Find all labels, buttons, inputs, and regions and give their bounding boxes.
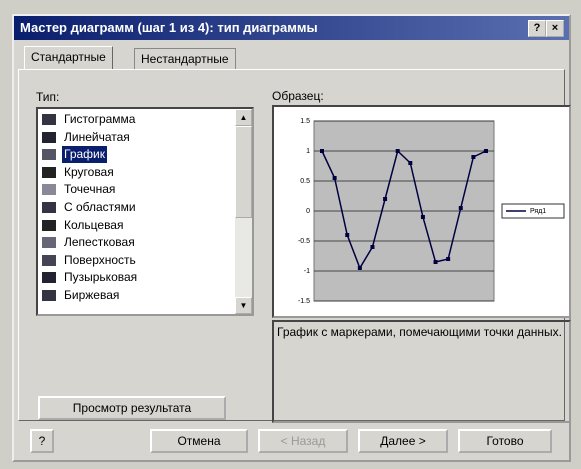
marker bbox=[484, 149, 488, 153]
type-icon bbox=[42, 184, 56, 196]
back-button[interactable]: < Назад bbox=[258, 429, 348, 453]
type-icon bbox=[42, 202, 56, 213]
description: График с маркерами, помечающими точки да… bbox=[272, 320, 571, 423]
type-icon bbox=[42, 219, 56, 231]
marker bbox=[458, 206, 463, 210]
type-item[interactable]: С областями bbox=[38, 199, 234, 216]
preview: -1.5 -1 -0.5 0 0.5 1 1.5 Ряд1 bbox=[272, 105, 571, 318]
close-button[interactable]: × bbox=[546, 20, 564, 37]
type-icon bbox=[42, 149, 56, 161]
y-tick-label: 1.5 bbox=[300, 118, 310, 125]
type-icon bbox=[42, 131, 56, 143]
scrollbar[interactable]: ▲ ▼ bbox=[235, 109, 252, 314]
preview-button[interactable]: Просмотр результата bbox=[38, 396, 226, 420]
window-title: Мастер диаграмм (шаг 1 из 4): тип диагра… bbox=[20, 20, 318, 35]
type-name: Пузырьковая bbox=[64, 270, 138, 285]
type-name: Круговая bbox=[64, 164, 114, 179]
tab[interactable]: Нестандартные bbox=[134, 48, 236, 69]
marker bbox=[332, 176, 337, 180]
type-label: Тип: bbox=[36, 90, 60, 104]
type-item[interactable]: Биржевая bbox=[38, 287, 234, 304]
title-bar: Мастер диаграмм (шаг 1 из 4): тип диагра… bbox=[14, 16, 569, 40]
tab[interactable]: Стандартные bbox=[24, 46, 113, 70]
type-item[interactable]: Точечная bbox=[38, 181, 234, 198]
help-button[interactable]: ? bbox=[528, 20, 546, 37]
scroll-thumb[interactable] bbox=[235, 126, 252, 218]
marker bbox=[446, 257, 451, 261]
dialog: Мастер диаграмм (шаг 1 из 4): тип диагра… bbox=[12, 14, 571, 462]
next-button[interactable]: Далее > bbox=[358, 429, 448, 453]
marker bbox=[408, 161, 413, 165]
marker bbox=[395, 149, 400, 153]
type-name: График bbox=[62, 146, 107, 164]
series-line bbox=[321, 149, 487, 270]
type-item[interactable]: Пузырьковая bbox=[38, 269, 234, 286]
type-icon bbox=[42, 272, 56, 284]
type-item[interactable]: Лепестковая bbox=[38, 234, 234, 251]
legend-box bbox=[501, 203, 565, 219]
type-item[interactable]: Круговая bbox=[38, 164, 234, 181]
y-tick-label: 1 bbox=[306, 148, 310, 155]
type-icon bbox=[42, 237, 56, 249]
marker bbox=[345, 233, 350, 237]
cancel-button[interactable]: Отмена bbox=[150, 429, 248, 453]
finish-button[interactable]: Готово bbox=[458, 429, 552, 453]
type-name: Биржевая bbox=[64, 288, 120, 302]
type-name: Поверхность bbox=[64, 252, 136, 267]
y-tick-label: 0.5 bbox=[300, 178, 310, 185]
preview-chart: -1.5 -1 -0.5 0 0.5 1 1.5 Ряд1 bbox=[298, 118, 565, 305]
marker bbox=[370, 245, 375, 249]
help-icon[interactable]: ? bbox=[30, 429, 54, 453]
legend-label: Ряд1 bbox=[530, 208, 546, 215]
type-icon bbox=[42, 114, 56, 125]
type-item[interactable]: Линейчатая bbox=[38, 129, 234, 146]
marker bbox=[320, 149, 324, 153]
type-item[interactable]: График bbox=[38, 146, 234, 164]
preview-label: Образец: bbox=[272, 89, 324, 103]
type-name: Гистограмма bbox=[64, 112, 136, 126]
marker bbox=[357, 266, 362, 270]
marker bbox=[420, 215, 425, 219]
type-item[interactable]: Поверхность bbox=[38, 252, 234, 269]
marker bbox=[471, 155, 476, 159]
type-icon bbox=[42, 166, 56, 178]
type-name: Лепестковая bbox=[64, 235, 135, 250]
type-icon bbox=[42, 290, 56, 301]
type-name: Точечная bbox=[64, 182, 116, 197]
scroll-up[interactable]: ▲ bbox=[235, 109, 252, 126]
marker bbox=[433, 260, 438, 264]
type-name: С областями bbox=[64, 200, 136, 214]
scroll-down[interactable]: ▼ bbox=[235, 297, 252, 314]
y-tick-label: -1.5 bbox=[298, 298, 310, 305]
marker bbox=[383, 197, 388, 201]
type-name: Линейчатая bbox=[64, 129, 130, 144]
type-list[interactable]: ▲ ▼ Гистограмма Линейчатая График Круговая Т… bbox=[36, 107, 254, 316]
y-tick-label: -0.5 bbox=[298, 238, 310, 245]
type-name: Кольцевая bbox=[64, 217, 124, 232]
type-item[interactable]: Кольцевая bbox=[38, 217, 234, 234]
type-icon bbox=[42, 254, 56, 266]
y-tick-label: 0 bbox=[306, 208, 310, 215]
type-item[interactable]: Гистограмма bbox=[38, 111, 234, 128]
y-tick-label: -1 bbox=[304, 268, 310, 275]
